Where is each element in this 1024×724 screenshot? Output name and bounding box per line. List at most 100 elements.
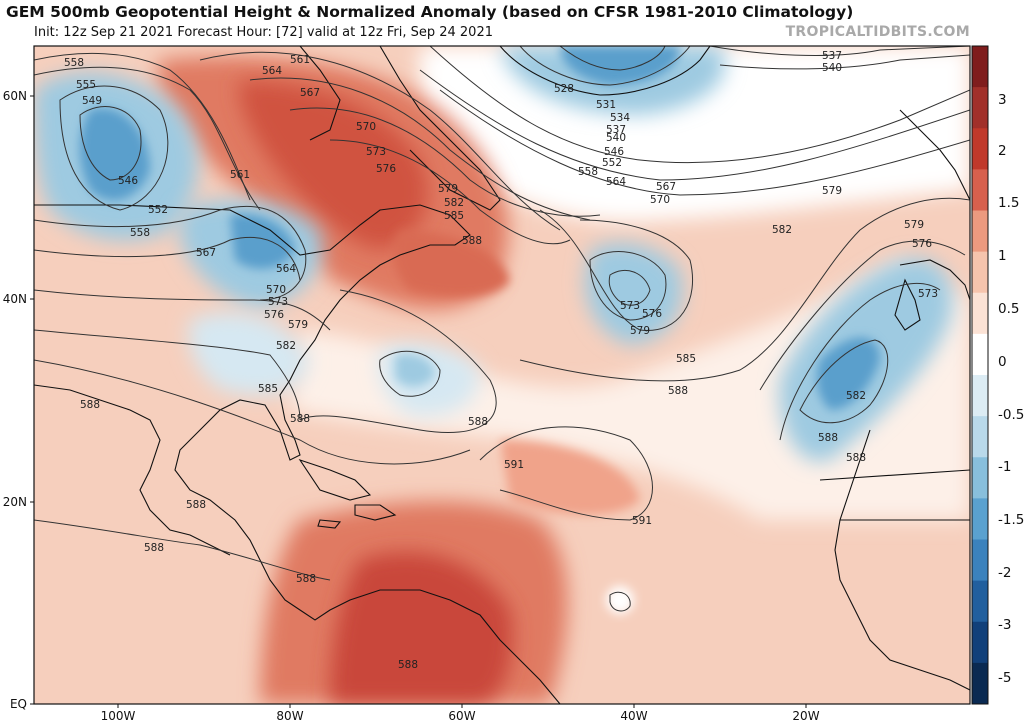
contour-label: 579 (904, 219, 924, 231)
map-frame (33, 45, 971, 705)
contour-label: 591 (504, 459, 524, 471)
contour-label: 552 (602, 157, 622, 169)
contour-label: 537 (822, 50, 842, 62)
colorbar-swatch (972, 580, 988, 623)
contour-label: 585 (258, 383, 278, 395)
height-contours (34, 46, 970, 612)
lon-label: 80W (276, 709, 303, 723)
contour-label: 555 (76, 79, 96, 91)
contour-label: 588 (80, 399, 100, 411)
colorbar-label: -1 (998, 459, 1011, 475)
contour-label: 591 (632, 515, 652, 527)
contour-label: 588 (462, 235, 482, 247)
map-title: GEM 500mb Geopotential Height & Normaliz… (6, 3, 854, 21)
contour-label: 540 (606, 132, 626, 144)
colorbar-swatch (972, 210, 988, 253)
lon-label: 40W (620, 709, 647, 723)
contour-label: 588 (296, 573, 316, 585)
contour-label: 564 (606, 176, 626, 188)
contour-label: 588 (398, 659, 418, 671)
contour-label: 537 (606, 124, 626, 136)
site-credit: TROPICALTIDBITS.COM (785, 24, 970, 40)
contour-label: 588 (668, 385, 688, 397)
contour-label: 564 (262, 65, 282, 77)
colorbar-swatch (972, 292, 988, 335)
contour-label: 552 (148, 204, 168, 216)
contour-label: 588 (846, 452, 866, 464)
contour-label: 567 (196, 247, 216, 259)
contour-label: 576 (912, 238, 932, 250)
colorbar-swatch (972, 375, 988, 417)
contour-label: 558 (130, 227, 150, 239)
contour-label: 549 (82, 95, 102, 107)
colorbar-label: 2 (998, 143, 1007, 159)
colorbar-swatch (972, 539, 988, 582)
contour-label: 558 (578, 166, 598, 178)
contour-label: 561 (290, 54, 310, 66)
contour-label: 567 (656, 181, 676, 193)
colorbar-swatch (972, 46, 988, 88)
colorbar-swatch (972, 169, 988, 211)
colorbar-label: -5 (998, 670, 1011, 686)
colorbar-swatch (972, 416, 988, 458)
contour-label: 588 (144, 542, 164, 554)
colorbar-label: -1.5 (998, 512, 1024, 528)
lon-label: 60W (448, 709, 475, 723)
contour-label: 531 (596, 99, 616, 111)
anomaly-shading (34, 46, 970, 704)
map-subtitle: Init: 12z Sep 21 2021 Forecast Hour: [72… (34, 25, 493, 40)
colorbar-label: -3 (998, 617, 1011, 633)
lat-label: 60N (3, 89, 27, 103)
contour-label: 567 (300, 87, 320, 99)
colorbar-label: -2 (998, 565, 1011, 581)
contour-label: 579 (438, 183, 458, 195)
contour-label: 564 (276, 263, 296, 275)
contour-label: 582 (276, 340, 296, 352)
colorbar-label: -0.5 (998, 407, 1024, 423)
contour-label: 579 (822, 185, 842, 197)
contour-label: 576 (642, 308, 662, 320)
contour-label: 588 (818, 432, 838, 444)
contour-label: 570 (650, 194, 670, 206)
contour-label: 573 (620, 300, 640, 312)
colorbar-swatch (972, 457, 988, 499)
contour-label: 579 (288, 319, 308, 331)
contour-label: 561 (230, 169, 250, 181)
contour-label: 576 (264, 309, 284, 321)
colorbar-swatch (972, 128, 988, 170)
colorbar-label: 0 (998, 354, 1007, 370)
lat-label: 20N (3, 495, 27, 509)
lat-label: EQ (10, 697, 27, 711)
contour-label: 570 (266, 284, 286, 296)
contour-label: 546 (118, 175, 138, 187)
contour-label: 573 (918, 288, 938, 300)
colorbar-frame (971, 45, 989, 705)
contour-label: 588 (290, 413, 310, 425)
contour-label: 573 (366, 146, 386, 158)
colorbar-swatch (972, 498, 988, 540)
contour-label: 585 (676, 353, 696, 365)
contour-label: 576 (376, 163, 396, 175)
contour-label: 585 (444, 210, 464, 222)
lon-label: 20W (792, 709, 819, 723)
colorbar-labels: 3 2 1.5 1 0.5 0 -0.5 -1 -1.5 -2 -3 -5 (998, 92, 1024, 686)
contour-label: 570 (356, 121, 376, 133)
colorbar-swatch (972, 333, 988, 376)
contour-label: 534 (610, 112, 630, 124)
colorbar-swatch (972, 251, 988, 294)
colorbar-swatch (972, 662, 988, 705)
axis-ticks (30, 95, 807, 708)
contour-label: 582 (772, 224, 792, 236)
colorbar-label: 3 (998, 92, 1007, 108)
anomaly-colorbar (971, 45, 989, 705)
contour-label: 582 (846, 390, 866, 402)
contour-label: 573 (268, 296, 288, 308)
contour-label: 588 (186, 499, 206, 511)
colorbar-label: 0.5 (998, 301, 1019, 317)
contour-label: 528 (554, 83, 574, 95)
lat-label: 40N (3, 292, 27, 306)
contour-label: 579 (630, 325, 650, 337)
contour-label: 558 (64, 57, 84, 69)
contour-label: 582 (444, 197, 464, 209)
colorbar-swatch (972, 621, 988, 664)
